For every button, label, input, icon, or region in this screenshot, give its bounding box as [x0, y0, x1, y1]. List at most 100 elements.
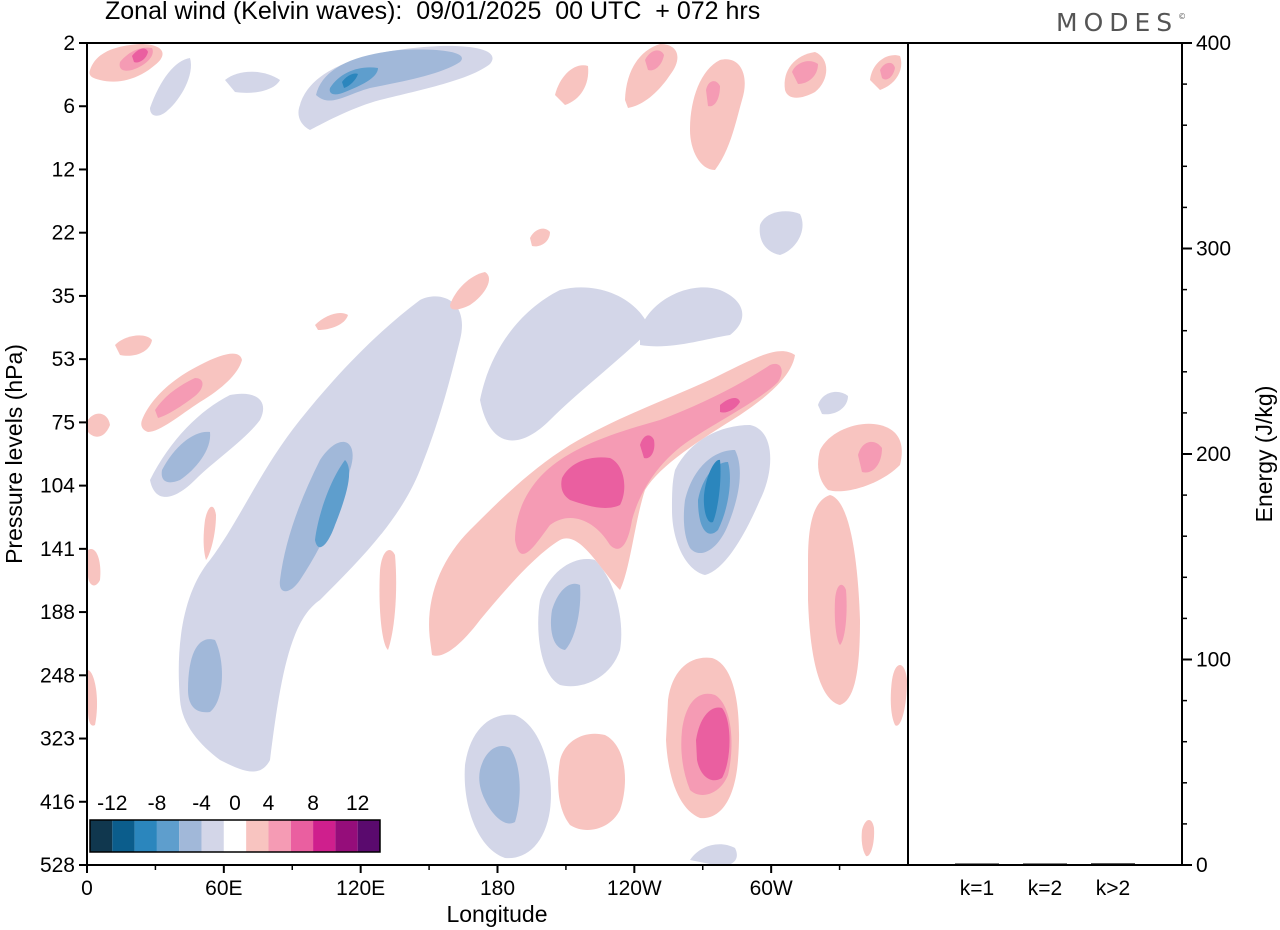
colorbar-label: -4	[192, 792, 211, 815]
pos-bottom-edge	[861, 819, 875, 857]
neg2-center	[550, 583, 581, 650]
pos-vertical-mid	[379, 550, 397, 650]
chart-title: Zonal wind (Kelvin waves): 09/01/2025 00…	[105, 0, 761, 25]
pos2-band-main	[515, 363, 782, 554]
energy-tick-label: 0	[1196, 854, 1208, 877]
logo-mark: ©	[1178, 12, 1187, 21]
neg-blob-center	[538, 559, 622, 687]
energy-tick-label: 200	[1196, 443, 1231, 466]
colorbar-swatch	[112, 820, 135, 852]
neg-patch-right-mid	[818, 391, 848, 415]
colorbar-swatch	[313, 820, 336, 852]
neg-patch-top-mid	[225, 71, 280, 93]
pos3-top-left	[132, 48, 148, 63]
pressure-tick-label: 416	[40, 791, 75, 814]
colorbar-swatch	[90, 820, 113, 852]
colorbar-swatch	[357, 820, 380, 852]
energy-category-label: k=2	[1028, 877, 1062, 900]
colorbar-label: 8	[307, 792, 319, 815]
colorbar-label: 4	[263, 792, 275, 815]
colorbar-label: -8	[148, 792, 167, 815]
colorbar-swatch	[246, 820, 269, 852]
neg2-lower-left	[188, 639, 222, 713]
heatmap-field	[88, 44, 907, 865]
longitude-tick-label: 180	[480, 877, 515, 900]
pressure-tick-label: 323	[40, 728, 75, 751]
pos2-band-left	[155, 378, 203, 418]
pressure-tick-label: 75	[52, 411, 75, 434]
colorbar-swatch	[335, 820, 358, 852]
energy-frame	[907, 42, 1183, 866]
colorbar-swatch	[156, 820, 180, 852]
pressure-axis: 2 6 12 22 35 53 75 104 141 188 248 323 416 528	[40, 32, 87, 877]
pressure-tick-label: 141	[40, 538, 75, 561]
pos-band-upper-mid	[450, 272, 490, 310]
pos-small-midleft	[203, 506, 216, 560]
pos-top-right-1	[625, 44, 678, 108]
pos-top-right-2	[690, 59, 745, 170]
pos-small-left	[115, 335, 152, 356]
colorbar-label: 0	[229, 792, 241, 815]
longitude-axis: 0 60E 120E 180 120W 60W	[81, 865, 841, 900]
energy-axis: 0 100 200 300 400	[1182, 32, 1231, 877]
pressure-tick-label: 248	[40, 664, 75, 687]
energy-category-label: k=1	[960, 877, 994, 900]
pos-small-mid-2	[530, 228, 550, 247]
energy-bar	[955, 863, 999, 865]
pressure-tick-label: 35	[52, 285, 75, 308]
pos2-right-top	[858, 441, 882, 473]
pos3-main-upper	[640, 435, 655, 459]
contour-positive-level3	[132, 48, 740, 781]
pressure-tick-label: 188	[40, 601, 75, 624]
pos2-top-right-1	[645, 50, 664, 71]
neg2-left	[161, 431, 211, 483]
pos-left-edge-2	[88, 549, 101, 586]
pressure-tick-label: 53	[52, 348, 75, 371]
colorbar-swatch	[179, 820, 202, 852]
energy-tick-label: 300	[1196, 238, 1231, 261]
longitude-tick-label: 0	[81, 877, 93, 900]
neg3-diagonal	[315, 460, 350, 548]
modes-logo: MODES©	[1056, 8, 1186, 37]
neg4-upper	[342, 73, 358, 88]
neg-patch-bottom-right	[690, 844, 737, 865]
neg-patch-top-left	[150, 58, 191, 116]
pressure-tick-label: 2	[63, 32, 75, 55]
pos-bottom-center	[558, 733, 625, 830]
colorbar-swatch	[223, 820, 247, 852]
pos-top-right-5	[555, 65, 589, 105]
neg-band-mid	[480, 287, 650, 441]
pos-right-edge	[890, 665, 907, 726]
colorbar: -12 -8 -4 0 4 8 12	[88, 785, 382, 855]
longitude-tick-label: 60W	[750, 877, 793, 900]
energy-category-label: k>2	[1096, 877, 1130, 900]
neg4-right-center	[703, 459, 721, 523]
pressure-tick-label: 6	[63, 95, 75, 118]
longitude-tick-label: 120W	[607, 877, 662, 900]
colorbar-swatch	[268, 820, 291, 852]
pos2-right-column	[834, 584, 847, 645]
pos-left-edge-3	[88, 670, 98, 726]
heatmap-panel	[86, 42, 909, 866]
y-axis-title-left: Pressure levels (hPa)	[1, 344, 27, 564]
longitude-tick-label: 120E	[336, 877, 385, 900]
pressure-tick-label: 104	[40, 475, 75, 498]
pos3-bottom-right	[696, 707, 730, 781]
energy-bar	[1023, 863, 1067, 865]
colorbar-label: -12	[97, 792, 127, 815]
neg2-bottom	[479, 746, 520, 824]
neg-patch-mid-right	[640, 287, 743, 347]
colorbar-label: 12	[346, 792, 369, 815]
longitude-tick-label: 60E	[205, 877, 242, 900]
energy-tick-label: 400	[1196, 32, 1231, 55]
energy-panel	[907, 42, 1183, 866]
energy-bar	[1091, 863, 1135, 865]
pos2-top-right-2	[706, 81, 720, 107]
pos2-top-right-3	[792, 61, 818, 84]
pos-small-mid	[315, 313, 348, 330]
pos-right-column	[808, 495, 860, 705]
colorbar-swatch	[134, 820, 157, 852]
energy-bars: k=1 k=2 k>2	[955, 863, 1135, 900]
x-axis-title: Longitude	[446, 901, 547, 927]
